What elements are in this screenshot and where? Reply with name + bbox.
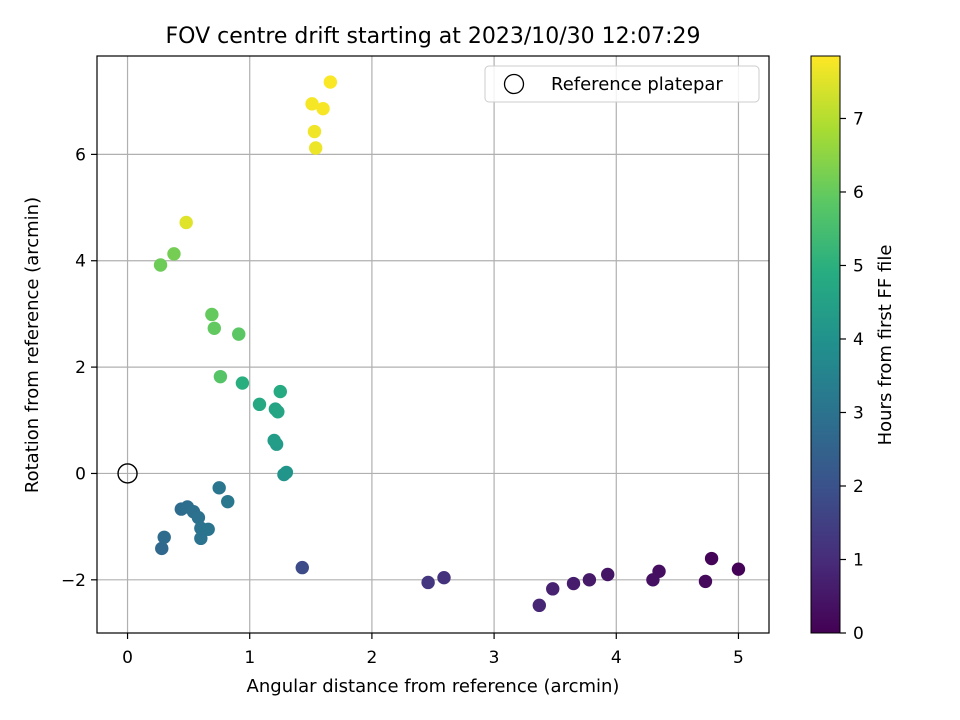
- data-point: [235, 376, 250, 390]
- data-point: [157, 530, 171, 544]
- data-point: [295, 560, 309, 575]
- legend-marker-reference: [503, 73, 525, 95]
- data-point: [252, 397, 267, 412]
- x-tick-label: 0: [122, 648, 133, 668]
- data-point: [437, 570, 451, 585]
- colorbar-gradient: [810, 55, 841, 634]
- x-axis-label: Angular distance from reference (arcmin): [247, 676, 620, 697]
- reference-marker-group: [117, 463, 138, 484]
- data-point: [267, 433, 281, 448]
- y-axis-ticks: −2 0 2 4 6: [61, 145, 97, 591]
- data-point: [221, 494, 235, 509]
- data-point: [582, 573, 597, 587]
- data-point: [532, 598, 546, 613]
- data-point: [279, 465, 294, 480]
- data-point: [212, 481, 226, 495]
- plot-frame: [96, 55, 770, 634]
- legend: Reference platepar: [484, 65, 760, 103]
- colorbar-label: Hours from first FF file: [875, 245, 896, 446]
- legend-label-reference: Reference platepar: [551, 74, 723, 95]
- x-axis-ticks: 0 1 2 3 4 5: [122, 633, 744, 668]
- data-point: [307, 124, 322, 139]
- data-point: [309, 141, 323, 155]
- y-tick-label: 2: [75, 358, 86, 378]
- data-point: [601, 567, 615, 582]
- colorbar-tick-label: 7: [853, 109, 864, 129]
- data-point: [731, 562, 746, 576]
- x-tick-label: 3: [489, 648, 500, 668]
- data-point: [546, 582, 560, 596]
- data-point: [207, 321, 221, 335]
- data-point: [201, 522, 215, 536]
- data-point: [566, 576, 581, 591]
- data-point: [213, 369, 228, 384]
- y-tick-label: 4: [75, 252, 86, 272]
- chart-title: FOV centre drift starting at 2023/10/30 …: [166, 24, 701, 49]
- data-point: [646, 573, 660, 587]
- colorbar-tick-label: 4: [853, 330, 864, 350]
- x-tick-label: 5: [733, 648, 744, 668]
- data-point: [194, 531, 208, 546]
- colorbar-tick-label: 6: [853, 183, 864, 203]
- legend-box: [484, 65, 760, 103]
- colorbar-ticks: 0 1 2 3 4 5 6 7: [840, 109, 864, 644]
- data-point: [167, 247, 181, 261]
- data-point: [704, 551, 719, 566]
- colorbar-tick-label: 3: [853, 403, 864, 423]
- y-tick-label: 0: [75, 464, 86, 484]
- reference-platepar-marker: [117, 463, 138, 484]
- data-point: [232, 327, 246, 341]
- data-point: [323, 75, 338, 89]
- y-tick-label: 6: [75, 145, 86, 165]
- data-point: [698, 574, 713, 589]
- x-tick-label: 1: [244, 648, 255, 668]
- data-point: [273, 384, 287, 399]
- data-point: [155, 541, 169, 556]
- data-point: [271, 405, 285, 419]
- grid: [97, 56, 769, 633]
- y-axis-label: Rotation from reference (arcmin): [22, 197, 43, 493]
- y-tick-label: −2: [61, 571, 86, 591]
- data-point: [421, 575, 435, 590]
- data-point: [316, 101, 330, 116]
- data-point: [205, 307, 219, 322]
- data-point: [305, 97, 319, 111]
- x-tick-label: 2: [366, 648, 377, 668]
- colorbar-tick-label: 2: [853, 477, 864, 497]
- data-point: [179, 215, 193, 230]
- data-points: [153, 75, 746, 613]
- data-point: [153, 258, 168, 272]
- colorbar-tick-label: 1: [853, 550, 864, 570]
- colorbar-tick-label: 5: [853, 256, 864, 276]
- colorbar: 0 1 2 3 4 5 6 7 Hours from first FF file: [810, 55, 896, 644]
- x-tick-label: 4: [611, 648, 622, 668]
- data-point: [191, 510, 206, 525]
- colorbar-tick-label: 0: [853, 624, 864, 644]
